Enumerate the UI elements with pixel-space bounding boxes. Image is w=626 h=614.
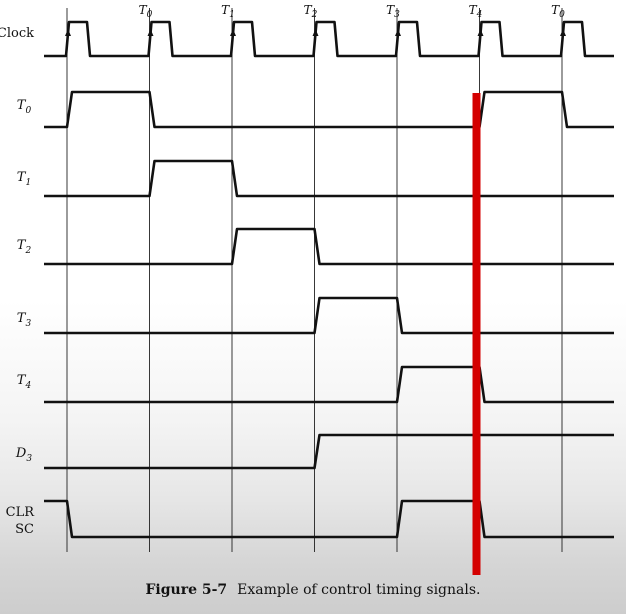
- waveform-t4: [44, 365, 614, 404]
- signal-label-t4: T4: [17, 373, 32, 391]
- signal-label-t1: T1: [17, 170, 31, 188]
- waveform-t3: [44, 296, 614, 335]
- clock-tick-label: T1: [221, 3, 235, 20]
- clock-tick-labels: T0 T1 T2 T3 T4 T0: [139, 3, 566, 20]
- waveform-t2: [44, 227, 614, 266]
- signal-label-t2: T2: [17, 238, 32, 256]
- signal-label-clr-sc: SC: [15, 522, 34, 537]
- waveform-clr-sc: [44, 499, 614, 539]
- red-marker-bar: [472, 93, 481, 575]
- figure-caption: Figure 5-7 Example of control timing sign…: [0, 582, 626, 598]
- clock-tick-label: T3: [386, 3, 400, 20]
- waveform-t1: [44, 159, 614, 198]
- waveforms: [44, 20, 614, 539]
- signal-label-clock: Clock: [0, 26, 34, 41]
- signal-label-d3: D3: [15, 446, 32, 464]
- signal-label-t0: T0: [17, 98, 32, 116]
- signal-labels: Clock T0 T1 T2 T3 T4 D3 CLR SC: [0, 26, 35, 537]
- signal-label-clr-sc: CLR: [6, 505, 36, 520]
- clock-tick-label: T2: [304, 3, 318, 20]
- clock-tick-label: T0: [551, 3, 565, 20]
- waveform-t0: [44, 90, 614, 129]
- timing-diagram: T0 T1 T2 T3 T4 T0 Clock T0 T1 T2 T3 T4 D3 CLR SC: [0, 3, 614, 575]
- figure-caption-text: Example of control timing signals.: [237, 582, 481, 598]
- red-annotation-marker: [472, 93, 481, 575]
- waveform-clock: [44, 20, 614, 58]
- signal-label-t3: T3: [17, 311, 32, 329]
- figure-number: Figure 5-7: [145, 582, 228, 598]
- clock-edge-gridlines: [66, 8, 563, 552]
- waveform-d3: [44, 433, 614, 470]
- clock-tick-label: T0: [139, 3, 153, 20]
- clock-tick-label: T4: [469, 3, 483, 20]
